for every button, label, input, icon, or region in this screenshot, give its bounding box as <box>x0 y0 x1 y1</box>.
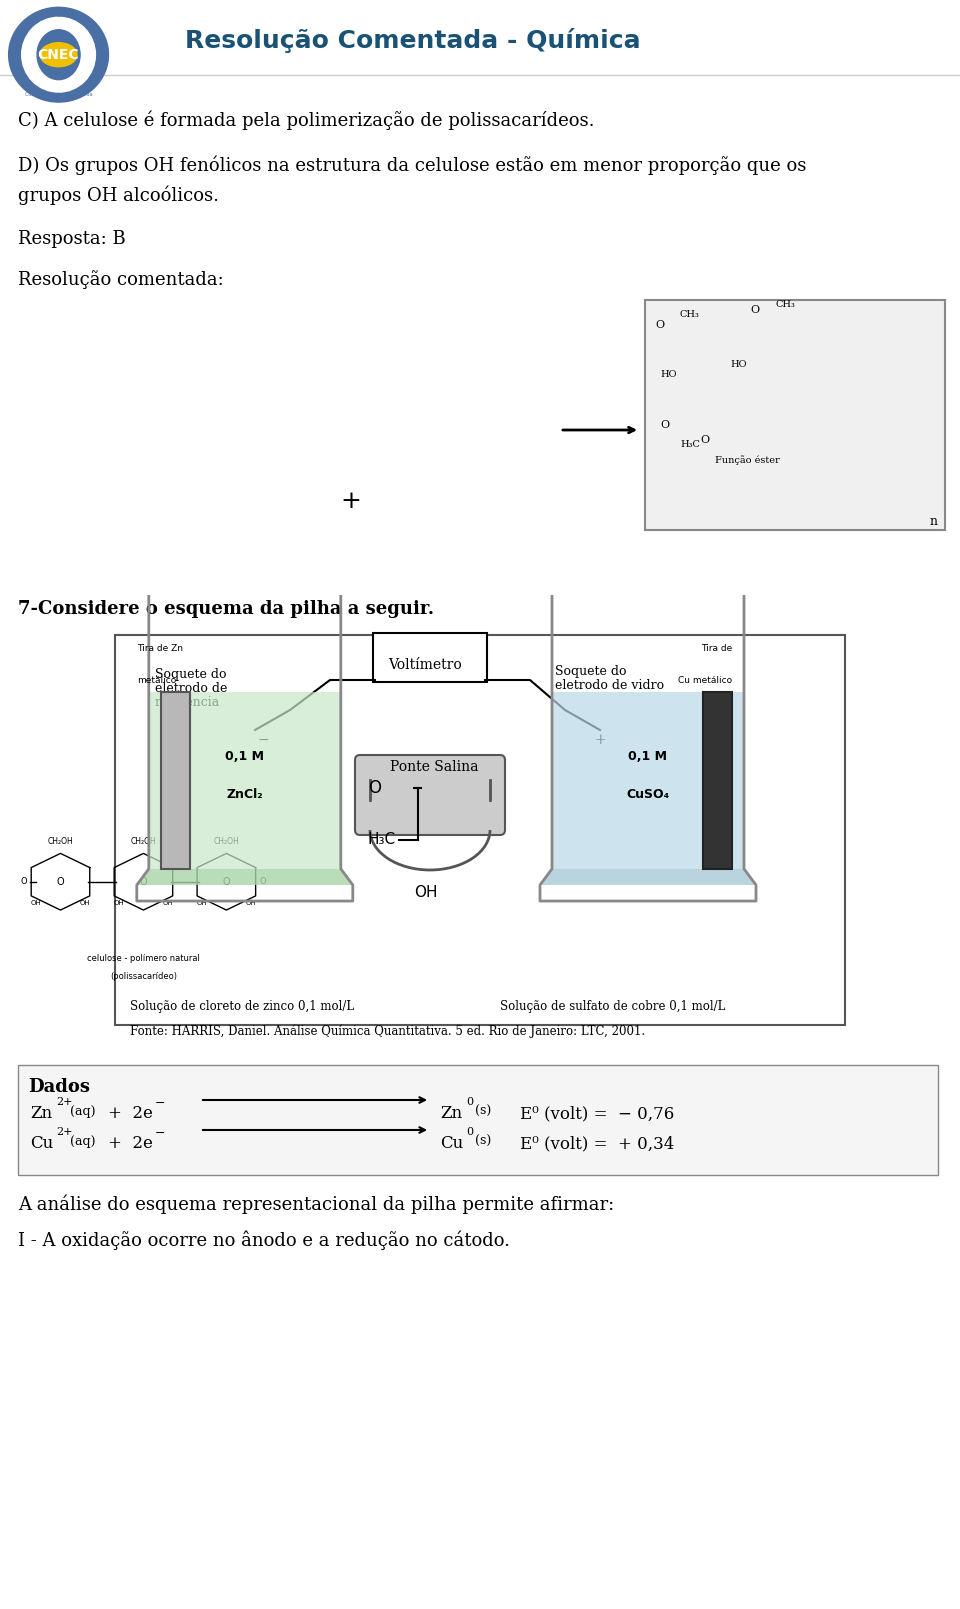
Ellipse shape <box>9 8 108 101</box>
Text: O: O <box>139 877 147 887</box>
Text: O: O <box>368 779 381 796</box>
Text: (s): (s) <box>475 1105 492 1118</box>
Text: 0: 0 <box>466 1126 473 1138</box>
Text: eletrodo de: eletrodo de <box>155 682 228 695</box>
Ellipse shape <box>37 29 80 79</box>
Text: 2+: 2+ <box>56 1097 73 1107</box>
Text: +  2e: + 2e <box>108 1134 153 1152</box>
Text: CNEC: CNEC <box>37 48 80 61</box>
Text: O: O <box>700 434 709 446</box>
Text: celulose - polímero natural: celulose - polímero natural <box>87 954 200 964</box>
Text: Cu: Cu <box>440 1134 464 1152</box>
Text: 0: 0 <box>466 1097 473 1107</box>
Text: OH: OH <box>31 899 41 906</box>
Text: (polissacarídeo): (polissacarídeo) <box>110 972 177 981</box>
Text: I - A oxidação ocorre no ânodo e a redução no cátodo.: I - A oxidação ocorre no ânodo e a reduç… <box>18 1229 510 1250</box>
Text: referência: referência <box>155 697 220 710</box>
Text: CH₂OH: CH₂OH <box>131 837 156 846</box>
Text: CH₂OH: CH₂OH <box>48 837 73 846</box>
Text: :: : <box>68 1078 74 1096</box>
Text: Tira de: Tira de <box>701 644 732 653</box>
Text: grupos OH alcoólicos.: grupos OH alcoólicos. <box>18 185 219 204</box>
Text: C) A celulose é formada pela polimerização de polissacarídeos.: C) A celulose é formada pela polimerizaç… <box>18 109 594 129</box>
Text: OH: OH <box>414 885 438 899</box>
Text: CuSO₄: CuSO₄ <box>627 788 669 801</box>
Text: Função éster: Função éster <box>715 455 780 465</box>
Text: Solução de sulfato de cobre 0,1 mol/L: Solução de sulfato de cobre 0,1 mol/L <box>500 1001 726 1014</box>
Text: 0,1 M: 0,1 M <box>629 750 667 763</box>
Text: Soquete do: Soquete do <box>555 665 627 677</box>
Bar <box>15 294 315 525</box>
Polygon shape <box>149 692 341 869</box>
Ellipse shape <box>22 18 95 92</box>
Text: OH: OH <box>197 899 207 906</box>
Text: Soquete do: Soquete do <box>155 668 227 681</box>
Text: E⁰ (volt) =  − 0,76: E⁰ (volt) = − 0,76 <box>520 1105 674 1121</box>
Text: (s): (s) <box>475 1134 492 1147</box>
Text: −: − <box>155 1097 165 1110</box>
Text: −: − <box>258 734 270 747</box>
Text: D) Os grupos OH fenólicos na estrutura da celulose estão em menor proporção que : D) Os grupos OH fenólicos na estrutura d… <box>18 154 806 174</box>
Text: (aq): (aq) <box>70 1105 95 1118</box>
Text: eletrodo de vidro: eletrodo de vidro <box>555 679 664 692</box>
Text: O: O <box>750 306 759 315</box>
Polygon shape <box>552 692 744 869</box>
Text: 0,1 M: 0,1 M <box>226 750 264 763</box>
Text: O: O <box>655 320 664 330</box>
Polygon shape <box>540 869 756 885</box>
Text: A análise do esquema representacional da pilha permite afirmar:: A análise do esquema representacional da… <box>18 1195 614 1215</box>
Text: ZnCl₂: ZnCl₂ <box>227 788 263 801</box>
Text: +: + <box>595 734 607 747</box>
Bar <box>115 636 845 1025</box>
Text: E⁰ (volt) =  + 0,34: E⁰ (volt) = + 0,34 <box>520 1134 674 1152</box>
Bar <box>645 299 945 529</box>
Text: OH: OH <box>80 899 90 906</box>
Text: Voltímetro: Voltímetro <box>388 658 462 673</box>
Polygon shape <box>137 869 353 885</box>
Text: HO: HO <box>730 360 747 368</box>
Text: H₃C: H₃C <box>368 832 396 848</box>
Text: Fonte: HARRIS, Daniel. Análise Química Quantitativa. 5 ed. Rio de Janeiro: LTC, : Fonte: HARRIS, Daniel. Análise Química Q… <box>130 1025 645 1038</box>
Text: Solução de cloreto de zinco 0,1 mol/L: Solução de cloreto de zinco 0,1 mol/L <box>130 1001 354 1014</box>
Text: O: O <box>260 877 267 887</box>
FancyBboxPatch shape <box>355 755 505 835</box>
Text: OH: OH <box>162 899 174 906</box>
Text: CH₂OH: CH₂OH <box>213 837 239 846</box>
Text: −: − <box>155 1126 165 1141</box>
Text: Zn: Zn <box>30 1105 52 1121</box>
Text: Comprometidos com a vida: Comprometidos com a vida <box>25 92 92 97</box>
Text: OH: OH <box>246 899 256 906</box>
Text: O: O <box>57 877 64 887</box>
Circle shape <box>40 43 77 66</box>
Text: (aq): (aq) <box>70 1134 95 1147</box>
Text: Resolução comentada:: Resolução comentada: <box>18 270 224 290</box>
Text: CH₃: CH₃ <box>680 311 700 319</box>
Text: Resposta: B: Resposta: B <box>18 230 126 248</box>
Text: n: n <box>930 515 938 528</box>
Text: +  2e: + 2e <box>108 1105 153 1121</box>
Text: Sistema de Ensino: Sistema de Ensino <box>34 13 84 18</box>
Bar <box>18 1065 938 1175</box>
Text: HO: HO <box>660 370 677 380</box>
Text: Ponte Salina: Ponte Salina <box>390 759 478 774</box>
Text: 2+: 2+ <box>56 1126 73 1138</box>
Text: Dados: Dados <box>28 1078 90 1096</box>
Text: Resolução Comentada - Química: Resolução Comentada - Química <box>185 27 640 53</box>
Text: O: O <box>660 420 669 430</box>
Text: Cu metálico: Cu metálico <box>678 676 732 685</box>
Text: H₃C: H₃C <box>680 439 700 449</box>
Text: +: + <box>340 491 361 513</box>
Text: metálico: metálico <box>137 676 176 685</box>
Text: O: O <box>223 877 230 887</box>
Text: Tira de Zn: Tira de Zn <box>137 644 182 653</box>
Bar <box>703 692 732 869</box>
Text: 7-Considere o esquema da pilha a seguir.: 7-Considere o esquema da pilha a seguir. <box>18 600 434 618</box>
Text: Cu: Cu <box>30 1134 53 1152</box>
FancyBboxPatch shape <box>373 632 487 682</box>
Bar <box>161 692 190 869</box>
Text: O: O <box>20 877 27 887</box>
Text: OH: OH <box>113 899 124 906</box>
Text: CH₃: CH₃ <box>775 299 795 309</box>
Text: Zn: Zn <box>440 1105 462 1121</box>
